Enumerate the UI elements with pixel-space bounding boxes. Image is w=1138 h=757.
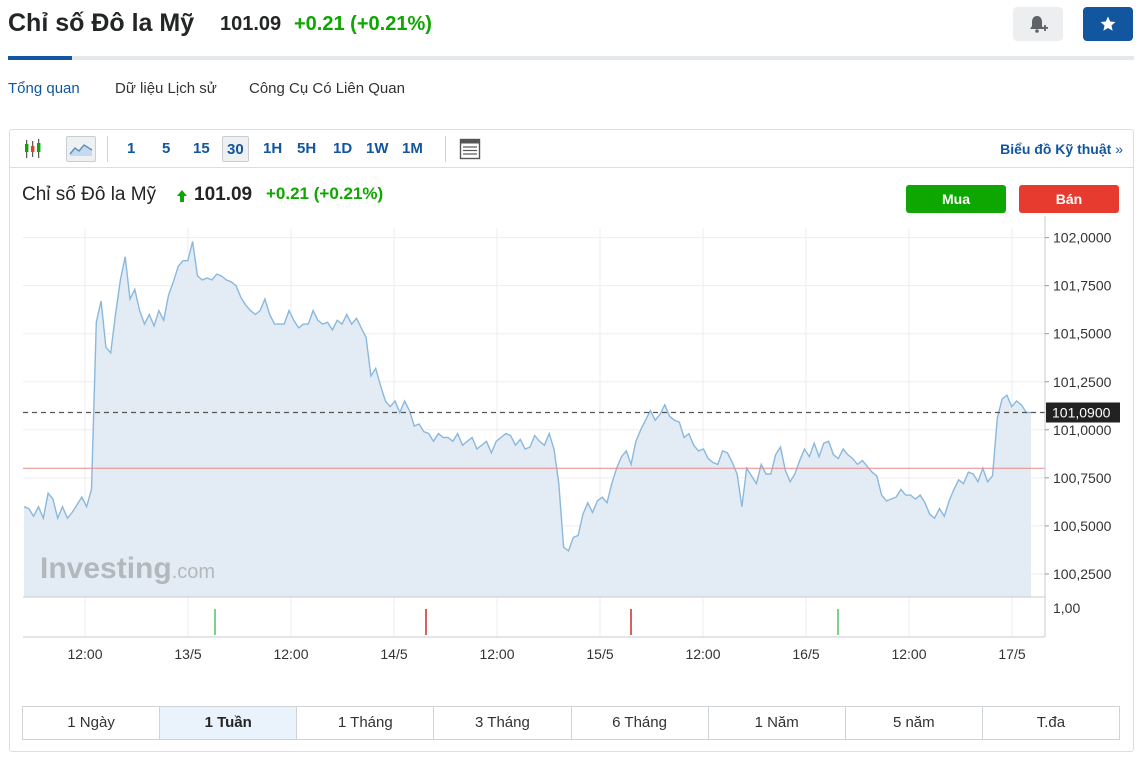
current-price-tag [1046, 402, 1120, 423]
period-3-months[interactable]: 3 Tháng [434, 707, 572, 739]
active-tab-indicator [8, 56, 72, 60]
buy-button[interactable]: Mua [906, 185, 1006, 213]
area-chart-icon [69, 144, 93, 156]
candlestick-chart-button[interactable] [20, 136, 48, 162]
y-tick-label: 101,0000 [1053, 422, 1112, 438]
tab-overview[interactable]: Tổng quan [8, 80, 80, 97]
period-1-day[interactable]: 1 Ngày [23, 707, 161, 739]
page-header: Chỉ số Đô la Mỹ 101.09 +0.21 (+0.21%) [0, 0, 1138, 56]
technical-chart-label: Biểu đồ Kỹ thuật [1000, 141, 1112, 157]
sell-button[interactable]: Bán [1019, 185, 1119, 213]
table-icon [459, 138, 481, 160]
chart-instrument-name: Chỉ số Đô la Mỹ [22, 184, 157, 205]
alert-button[interactable] [1013, 7, 1063, 41]
y-tick-label: 100,7500 [1053, 470, 1112, 486]
period-1-year[interactable]: 1 Năm [709, 707, 846, 739]
volume-axis-label: 1,00 [1053, 600, 1080, 616]
price-line [23, 241, 1031, 553]
interval-5h[interactable]: 5H [297, 140, 317, 157]
chart-price: 101.09 [194, 184, 253, 205]
x-tick-label: 12:00 [685, 646, 720, 662]
interval-1h[interactable]: 1H [263, 140, 283, 157]
period-5-years[interactable]: 5 năm [846, 707, 983, 739]
investing-watermark: Investing.com [40, 552, 215, 585]
chart-panel: 1 5 15 30 1H 5H 1D 1W 1M Biểu đồ Kỹ thuậ… [9, 129, 1134, 752]
toolbar-divider [107, 136, 108, 162]
interval-15[interactable]: 15 [193, 140, 210, 157]
page-title: Chỉ số Đô la Mỹ [8, 9, 195, 37]
bell-plus-icon [1030, 16, 1048, 33]
y-tick-label: 100,5000 [1053, 518, 1112, 534]
tab-historical-data[interactable]: Dữ liệu Lịch sử [115, 80, 217, 97]
star-icon [1100, 16, 1116, 31]
x-tick-label: 12:00 [273, 646, 308, 662]
y-tick-label: 100,2500 [1053, 566, 1112, 582]
period-selector: 1 Ngày 1 Tuần 1 Tháng 3 Tháng 6 Tháng 1 … [22, 706, 1120, 740]
chart-toolbar: 1 5 15 30 1H 5H 1D 1W 1M Biểu đồ Kỹ thuậ… [10, 130, 1133, 168]
technical-chart-link[interactable]: Biểu đồ Kỹ thuật » [1000, 141, 1123, 157]
header-change-abs: +0.21 [294, 13, 345, 35]
current-price-label: 101,0900 [1052, 405, 1111, 421]
y-tick-label: 101,2500 [1053, 374, 1112, 390]
header-change: +0.21 (+0.21%) [294, 13, 432, 36]
interval-1[interactable]: 1 [127, 140, 136, 157]
watchlist-button[interactable] [1083, 7, 1133, 41]
y-tick-label: 101,5000 [1053, 326, 1112, 342]
interval-30[interactable]: 30 [222, 136, 249, 162]
period-1-week[interactable]: 1 Tuần [160, 707, 298, 739]
x-tick-label: 12:00 [67, 646, 102, 662]
x-tick-label: 15/5 [586, 646, 613, 662]
period-1-month[interactable]: 1 Tháng [297, 707, 435, 739]
x-tick-label: 17/5 [998, 646, 1025, 662]
x-tick-label: 13/5 [174, 646, 201, 662]
toolbar-divider [445, 136, 446, 162]
period-max[interactable]: T.đa [1036, 714, 1066, 731]
interval-1w[interactable]: 1W [366, 140, 389, 157]
period-6-months[interactable]: 6 Tháng [572, 707, 709, 739]
interval-1m[interactable]: 1M [402, 140, 423, 157]
indicators-button[interactable] [457, 136, 483, 162]
double-chevron-right-icon: » [1115, 141, 1123, 157]
x-tick-label: 12:00 [479, 646, 514, 662]
price-area [24, 241, 1031, 597]
candlestick-icon [25, 139, 41, 158]
up-arrow-icon [177, 190, 187, 202]
header-change-pct: (+0.21%) [350, 13, 432, 35]
price-chart[interactable]: Investing.com 102,0000 101,7500 101,5000 101… [10, 130, 1133, 700]
interval-5[interactable]: 5 [162, 140, 171, 157]
x-tick-label: 12:00 [891, 646, 926, 662]
y-tick-label: 102,0000 [1053, 230, 1112, 246]
tab-related-tools[interactable]: Công Cụ Có Liên Quan [249, 80, 405, 97]
x-tick-label: 16/5 [792, 646, 819, 662]
area-chart-button[interactable] [66, 136, 96, 162]
y-tick-label: 101,7500 [1053, 278, 1112, 294]
chart-change: +0.21 (+0.21%) [266, 184, 384, 203]
header-price: 101.09 [220, 13, 282, 35]
x-tick-label: 14/5 [380, 646, 407, 662]
header-divider [8, 56, 1134, 60]
interval-1d[interactable]: 1D [333, 140, 353, 157]
